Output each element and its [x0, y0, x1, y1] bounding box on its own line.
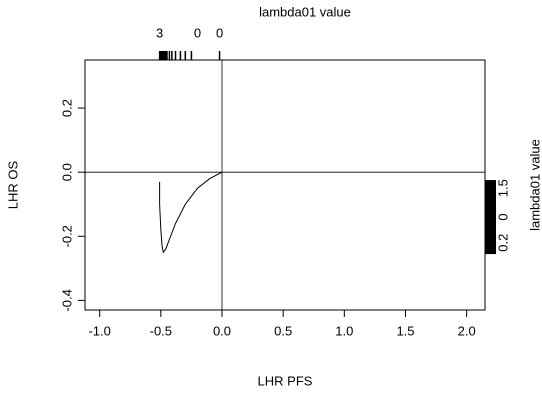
- x-tick-label: 2.0: [458, 323, 476, 338]
- y-tick-label: -0.4: [59, 289, 74, 311]
- top-tick-label: 0: [216, 25, 223, 40]
- y-tick-label: 0.0: [59, 163, 74, 181]
- y-axis-label: LHR OS: [5, 160, 20, 209]
- top-tick-label: 3: [156, 25, 163, 40]
- right-tick-label: 0.2: [495, 234, 510, 252]
- x-axis-label: LHR PFS: [258, 373, 313, 388]
- plot-frame: [84, 59, 486, 311]
- right-axis-label: lambda01 value: [527, 139, 542, 231]
- top-tick-label: 0: [194, 25, 201, 40]
- y-tick-label: 0.2: [59, 99, 74, 117]
- x-tick-label: -0.5: [150, 323, 172, 338]
- right-tick-label: 1.5: [495, 179, 510, 197]
- y-tick-label: -0.2: [59, 225, 74, 247]
- x-tick-label: 0.0: [213, 323, 231, 338]
- x-tick-label: 1.5: [396, 323, 414, 338]
- right-tick-label: 0: [495, 213, 510, 220]
- x-tick-label: -1.0: [88, 323, 110, 338]
- x-tick-label: 1.0: [335, 323, 353, 338]
- data-line: [159, 171, 223, 254]
- x-tick-label: 0.5: [274, 323, 292, 338]
- top-axis-label: lambda01 value: [259, 4, 351, 19]
